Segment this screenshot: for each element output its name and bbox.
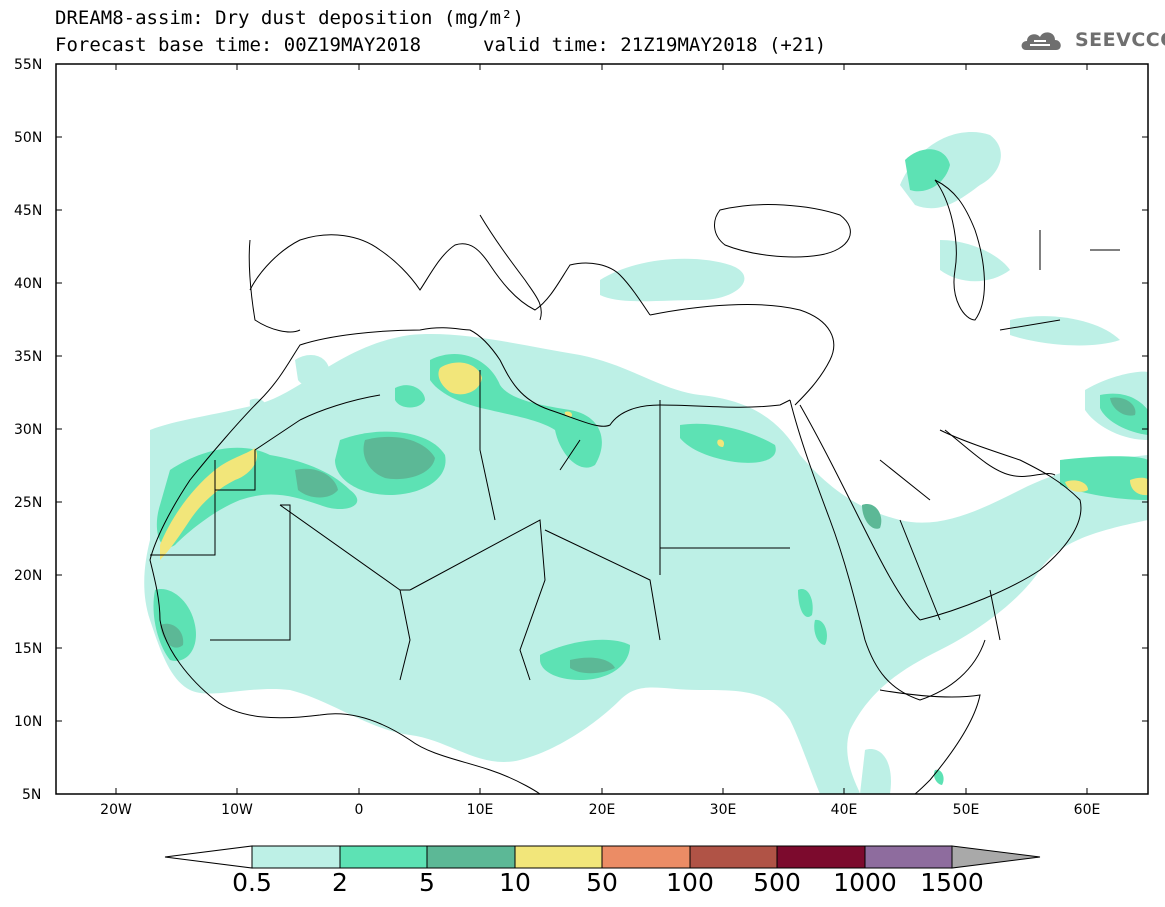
colorbar-segment-8: [864, 845, 953, 869]
colorbar-label-1500: 1500: [920, 868, 984, 897]
colorbar-segment-below: [164, 845, 253, 869]
lon-label-50e: 50E: [952, 802, 980, 818]
colorbar-label-2: 2: [332, 868, 348, 897]
coastlines-and-borders: [149, 179, 1120, 794]
lat-label-30n: 30N: [14, 422, 43, 438]
colorbar-label-50: 50: [586, 868, 618, 897]
lon-label-10w: 10W: [221, 802, 253, 818]
colorbar-segment-2: [339, 845, 428, 869]
seevccc-cloud-logo-icon: [1021, 32, 1061, 50]
lon-label-30e: 30E: [709, 802, 737, 818]
colorbar-label-1000: 1000: [833, 868, 897, 897]
colorbar-segment-4: [514, 845, 603, 869]
map-title: DREAM8-assim: Dry dust deposition (mg/m²…: [55, 7, 524, 29]
level3-areas: [160, 397, 1136, 674]
lon-label-10e: 10E: [466, 802, 494, 818]
lon-label-0: 0: [354, 802, 364, 818]
colorbar-segment-1: [251, 845, 341, 869]
valid-time: valid time: 21Z19MAY2018 (+21): [483, 34, 827, 56]
forecast-base-time: Forecast base time: 00Z19MAY2018: [55, 34, 422, 56]
colorbar-segment-above: [951, 845, 1041, 869]
colorbar-segment-7: [776, 845, 866, 869]
lon-label-20e: 20E: [588, 802, 616, 818]
lat-label-25n: 25N: [14, 495, 43, 511]
colorbar-label-100: 100: [666, 868, 714, 897]
lon-label-40e: 40E: [830, 802, 858, 818]
lat-label-10n: 10N: [14, 714, 43, 730]
lat-label-5n: 5N: [22, 787, 42, 803]
lat-label-55n: 55N: [14, 57, 43, 73]
lat-label-35n: 35N: [14, 349, 43, 365]
lat-label-45n: 45N: [14, 203, 43, 219]
colorbar-label-10: 10: [499, 868, 531, 897]
colorbar-segment-3: [426, 845, 516, 869]
lat-label-20n: 20N: [14, 568, 43, 584]
colorbar-label-5: 5: [419, 868, 435, 897]
colorbar-label-500: 500: [753, 868, 801, 897]
colorbar-label-0.5: 0.5: [232, 868, 272, 897]
axis-ticks: [56, 63, 1148, 794]
lon-label-20w: 20W: [100, 802, 132, 818]
dust-fields: [144, 132, 1148, 794]
logo-text: SEEVCCC: [1075, 29, 1165, 51]
lat-label-50n: 50N: [14, 130, 43, 146]
colorbar-segment-5: [601, 845, 691, 869]
level4-areas: [160, 362, 1148, 560]
colorbar-segment-6: [689, 845, 778, 869]
lat-label-15n: 15N: [14, 641, 43, 657]
lon-label-60e: 60E: [1073, 802, 1101, 818]
lat-label-40n: 40N: [14, 276, 43, 292]
colorbar: [164, 845, 1041, 869]
